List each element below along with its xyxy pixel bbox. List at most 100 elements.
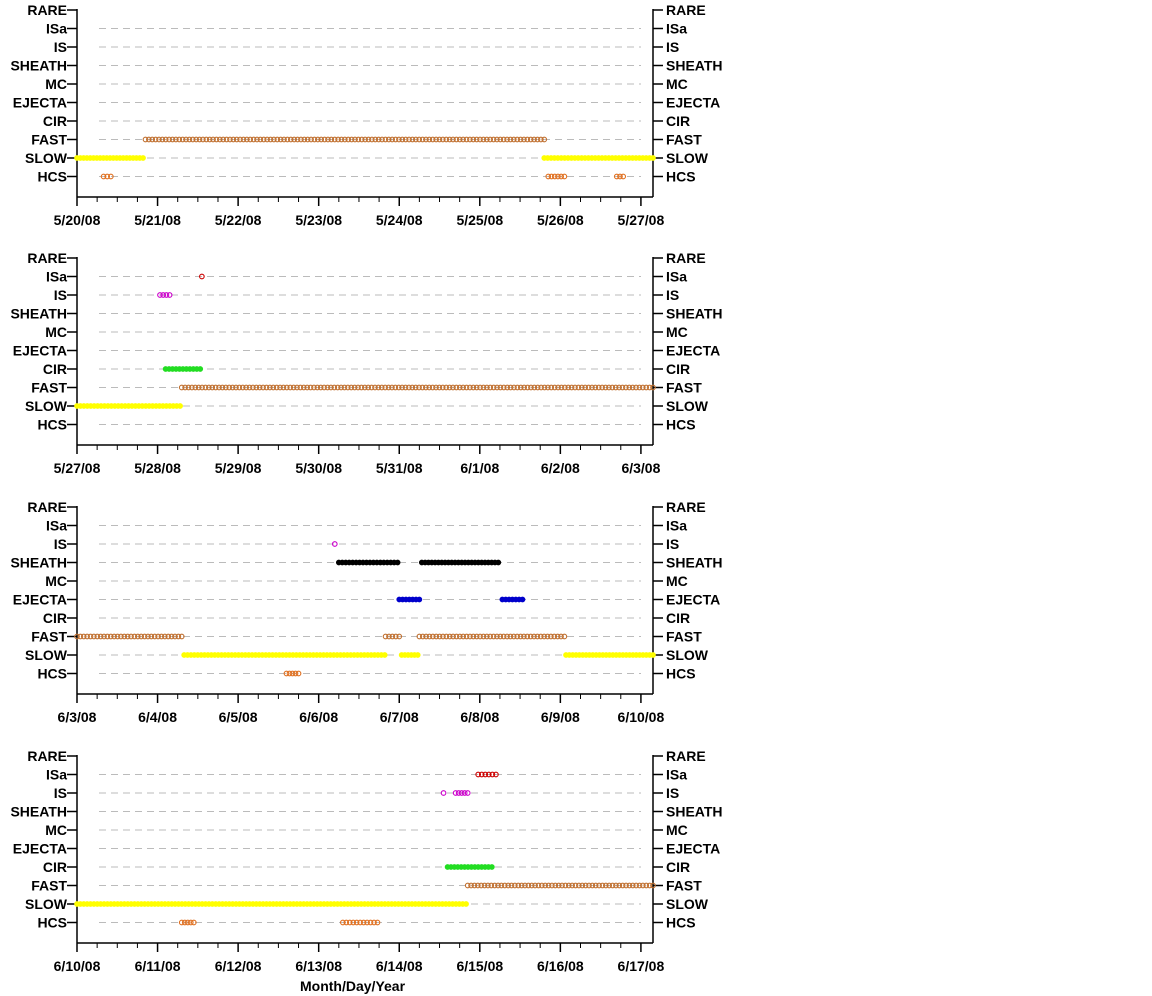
data-point-fast: [500, 633, 507, 640]
y-tick-label-left: FAST: [31, 132, 67, 148]
data-point-fast: [548, 384, 555, 391]
y-tick-label-right: IS: [666, 287, 679, 303]
data-point-fast: [521, 384, 528, 391]
data-point-hcs: [551, 173, 558, 180]
y-tick-label-left: ISa: [46, 269, 67, 285]
data-point-fast: [542, 882, 549, 889]
data-point-fast: [264, 136, 270, 143]
y-tick-label-left: SHEATH: [10, 804, 67, 820]
data-point-fast: [314, 384, 321, 391]
data-point-fast: [480, 136, 487, 143]
y-tick-label-right: EJECTA: [666, 95, 720, 111]
data-point-fast: [551, 633, 558, 640]
data-point-fast: [304, 136, 311, 143]
data-point-fast: [277, 384, 283, 391]
x-tick-label: 6/6/08: [299, 709, 338, 725]
data-point-fast: [121, 633, 128, 640]
data-point-fast: [507, 384, 514, 391]
data-point-cir: [489, 864, 495, 870]
chart-panel-2: RARE RARE ISa ISa IS IS SHEATH SHEATH MC MC EJECTA…: [10, 250, 722, 476]
data-point-fast: [206, 136, 213, 143]
data-point-is: [458, 790, 465, 796]
x-tick-label: 5/25/08: [456, 212, 503, 228]
data-point-fast: [213, 136, 220, 143]
data-point-fast: [355, 136, 362, 143]
data-point-hcs: [545, 173, 552, 180]
x-tick-label: 6/15/08: [456, 958, 503, 974]
y-tick-label-right: FAST: [666, 380, 702, 396]
data-point-fast: [239, 384, 246, 391]
data-point-fast: [294, 384, 300, 391]
data-point-fast: [433, 633, 440, 640]
data-point-fast: [196, 136, 203, 143]
data-point-fast: [145, 633, 151, 640]
data-point-fast: [311, 136, 318, 143]
data-point-fast: [178, 633, 185, 640]
data-point-fast: [480, 384, 487, 391]
x-tick-label: 5/29/08: [215, 460, 262, 476]
data-point-fast: [568, 384, 575, 391]
y-tick-label-left: ISa: [46, 518, 67, 534]
data-point-fast: [471, 882, 478, 889]
y-tick-label-right: HCS: [666, 417, 696, 433]
data-point-hcs: [178, 919, 185, 926]
data-point-fast: [334, 384, 341, 391]
data-point-fast: [500, 136, 507, 143]
data-point-fast: [183, 136, 189, 143]
data-point-slow: [650, 652, 656, 658]
y-tick-label-right: MC: [666, 822, 688, 838]
data-point-fast: [572, 384, 578, 391]
chart-panel-3: RARE RARE ISa ISa IS IS SHEATH SHEATH MC MC EJECTA…: [10, 499, 722, 725]
data-point-fast: [592, 384, 599, 391]
data-point-fast: [382, 136, 389, 143]
data-point-fast: [382, 633, 389, 640]
data-point-fast: [111, 633, 118, 640]
data-point-fast: [247, 136, 254, 143]
data-point-fast: [193, 136, 200, 143]
data-point-fast: [324, 384, 331, 391]
data-point-fast: [537, 633, 544, 640]
data-point-fast: [91, 633, 97, 640]
data-point-hcs: [364, 919, 370, 926]
y-tick-label-left: CIR: [43, 859, 67, 875]
data-point-fast: [396, 633, 403, 640]
data-point-fast: [335, 136, 341, 143]
data-point-fast: [531, 633, 537, 640]
data-point-fast: [94, 633, 101, 640]
data-point-fast: [159, 136, 166, 143]
data-point-fast: [267, 136, 274, 143]
data-point-fast: [619, 882, 626, 889]
y-tick-label-right: SLOW: [666, 647, 709, 663]
data-point-fast: [80, 633, 87, 640]
data-point-fast: [162, 136, 169, 143]
data-point-fast: [426, 633, 433, 640]
data-point-fast: [429, 384, 436, 391]
data-point-fast: [495, 882, 501, 889]
data-point-fast: [386, 633, 392, 640]
data-point-fast: [325, 136, 331, 143]
y-tick-label-left: SHEATH: [10, 58, 67, 74]
data-point-fast: [613, 882, 619, 889]
y-tick-label-right: IS: [666, 39, 679, 55]
chart-panel-4: RARE RARE ISa ISa IS IS SHEATH SHEATH MC MC EJECTA…: [10, 748, 722, 974]
data-point-hcs: [561, 173, 568, 180]
data-point-fast: [527, 633, 534, 640]
data-point-fast: [487, 384, 494, 391]
data-point-fast: [210, 136, 216, 143]
data-point-hcs: [184, 919, 191, 926]
data-point-fast: [328, 384, 334, 391]
data-point-fast: [243, 384, 249, 391]
x-tick-label: 6/5/08: [219, 709, 258, 725]
data-point-fast: [483, 136, 490, 143]
data-point-fast: [487, 633, 494, 640]
data-point-fast: [558, 633, 564, 640]
y-tick-label-left: SLOW: [25, 896, 68, 912]
data-point-fast: [446, 633, 453, 640]
data-point-fast: [562, 882, 569, 889]
data-point-sheath: [495, 559, 502, 566]
y-tick-label-left: SLOW: [25, 150, 68, 166]
data-point-isa: [478, 771, 485, 778]
data-point-fast: [358, 136, 365, 143]
data-point-fast: [500, 384, 507, 391]
data-point-fast: [485, 882, 491, 889]
